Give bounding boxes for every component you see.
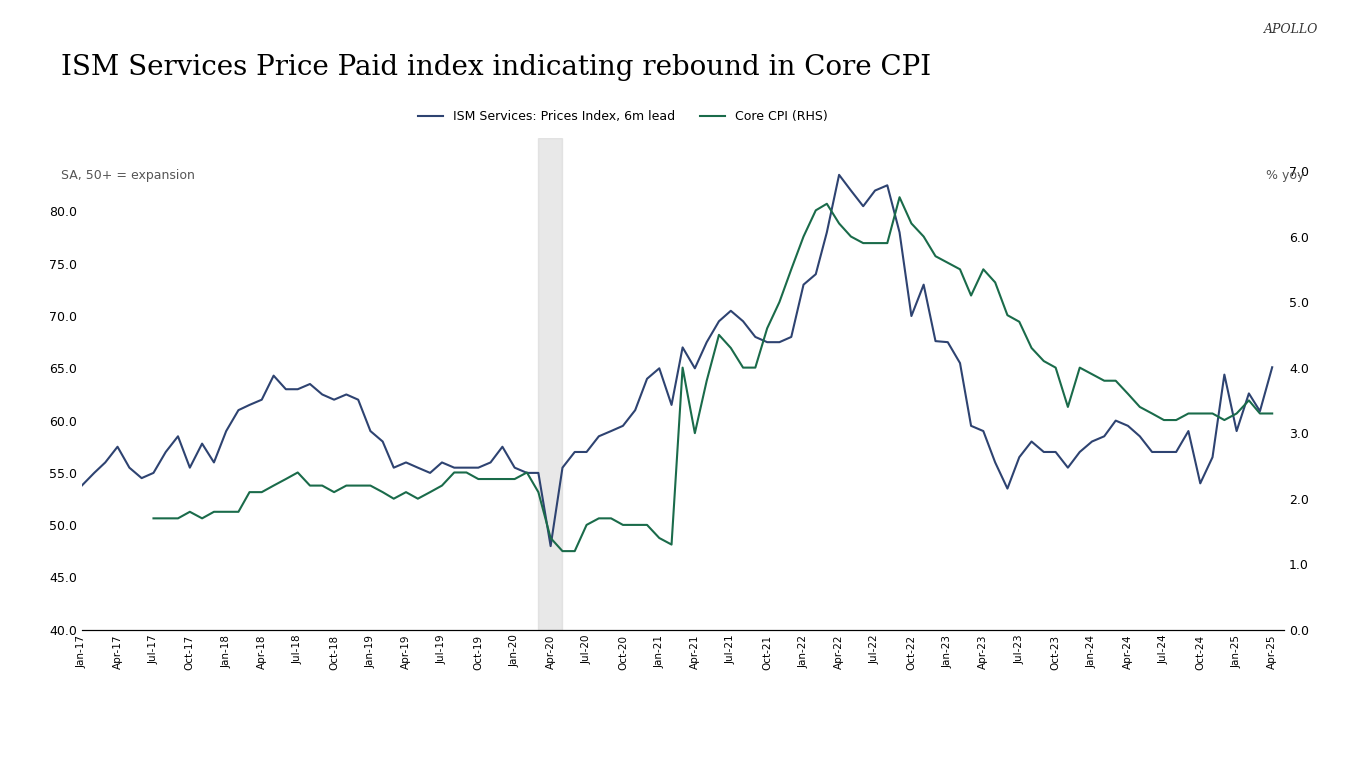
Text: APOLLO: APOLLO [1264,23,1318,36]
Text: % yoy: % yoy [1266,169,1305,182]
Text: SA, 50+ = expansion: SA, 50+ = expansion [61,169,195,182]
Text: ISM Services Price Paid index indicating rebound in Core CPI: ISM Services Price Paid index indicating… [61,54,932,81]
Bar [538,138,563,630]
Legend: ISM Services: Prices Index, 6m lead, Core CPI (RHS): ISM Services: Prices Index, 6m lead, Cor… [413,105,833,128]
